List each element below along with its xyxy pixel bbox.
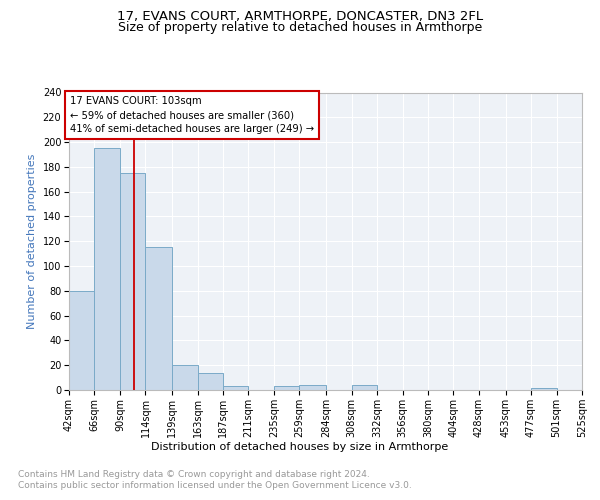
Bar	[274, 386, 299, 390]
Bar	[69, 291, 94, 390]
Bar	[223, 386, 248, 390]
Bar	[94, 148, 120, 390]
Bar	[120, 173, 145, 390]
Text: Contains public sector information licensed under the Open Government Licence v3: Contains public sector information licen…	[18, 481, 412, 490]
Text: 17, EVANS COURT, ARMTHORPE, DONCASTER, DN3 2FL: 17, EVANS COURT, ARMTHORPE, DONCASTER, D…	[117, 10, 483, 23]
Bar	[299, 385, 326, 390]
Y-axis label: Number of detached properties: Number of detached properties	[27, 154, 37, 329]
Bar	[197, 372, 223, 390]
Text: Size of property relative to detached houses in Armthorpe: Size of property relative to detached ho…	[118, 22, 482, 35]
Bar	[145, 248, 172, 390]
Bar	[352, 385, 377, 390]
Text: Contains HM Land Registry data © Crown copyright and database right 2024.: Contains HM Land Registry data © Crown c…	[18, 470, 370, 479]
Text: Distribution of detached houses by size in Armthorpe: Distribution of detached houses by size …	[151, 442, 449, 452]
Bar	[531, 388, 557, 390]
Bar	[172, 365, 197, 390]
Text: 17 EVANS COURT: 103sqm
← 59% of detached houses are smaller (360)
41% of semi-de: 17 EVANS COURT: 103sqm ← 59% of detached…	[70, 96, 314, 134]
